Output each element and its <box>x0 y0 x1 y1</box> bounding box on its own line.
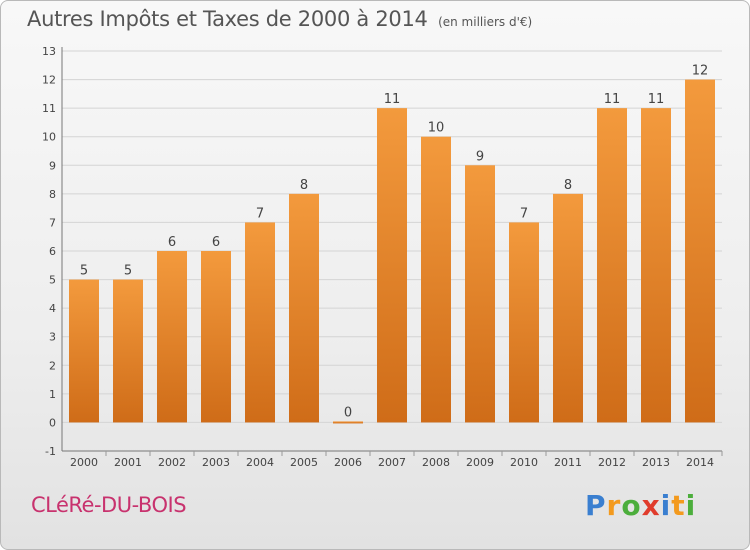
proxiti-logo: Proxiti <box>585 489 696 522</box>
data-label-2011: 8 <box>564 178 572 193</box>
data-label-2012: 11 <box>604 92 621 107</box>
chart-title: Autres Impôts et Taxes de 2000 à 2014 <box>27 7 428 31</box>
x-tick-label: 2006 <box>334 456 362 469</box>
logo-letter: o <box>621 489 642 522</box>
bar-2000 <box>69 279 99 423</box>
y-tick-label: 5 <box>49 274 56 287</box>
data-label-2000: 5 <box>80 264 88 279</box>
bar-2010 <box>509 222 539 423</box>
x-tick-label: 2012 <box>598 456 626 469</box>
bar-2006 <box>333 421 363 424</box>
y-tick-label: 13 <box>42 45 56 58</box>
x-tick-label: 2009 <box>466 456 494 469</box>
x-tick-label: 2001 <box>114 456 142 469</box>
bar-2012 <box>597 108 627 423</box>
data-label-2002: 6 <box>168 235 176 250</box>
data-label-2005: 8 <box>300 178 308 193</box>
logo-letter: t <box>671 489 686 522</box>
x-tick-label: 2010 <box>510 456 538 469</box>
data-label-2013: 11 <box>648 92 665 107</box>
bar-2002 <box>157 251 187 423</box>
data-label-2003: 6 <box>212 235 220 250</box>
x-tick-label: 2008 <box>422 456 450 469</box>
y-tick-label: 12 <box>42 74 56 87</box>
data-label-2004: 7 <box>256 206 264 221</box>
y-tick-label: 10 <box>42 131 56 144</box>
data-label-2009: 9 <box>476 149 484 164</box>
y-tick-label: 9 <box>49 159 56 172</box>
x-tick-label: 2002 <box>158 456 186 469</box>
logo-letter: i <box>660 489 672 522</box>
chart-subtitle: (en milliers d'€) <box>438 15 533 29</box>
bar-2005 <box>289 193 319 423</box>
logo-letter: i <box>685 489 697 522</box>
y-tick-label: 8 <box>49 188 56 201</box>
title-block: Autres Impôts et Taxes de 2000 à 2014 (e… <box>27 7 532 31</box>
x-tick-label: 2014 <box>686 456 714 469</box>
y-tick-label: 4 <box>49 302 56 315</box>
y-tick-label: 7 <box>49 216 56 229</box>
y-tick-label: -1 <box>45 445 56 458</box>
x-tick-label: 2005 <box>290 456 318 469</box>
data-label-2010: 7 <box>520 206 528 221</box>
logo-letter: P <box>585 489 607 522</box>
x-tick-label: 2003 <box>202 456 230 469</box>
bar-2003 <box>201 251 231 423</box>
x-tick-label: 2000 <box>70 456 98 469</box>
logo-letter: x <box>641 489 661 522</box>
logo-letter: r <box>606 489 622 522</box>
data-label-2008: 10 <box>428 121 445 136</box>
y-tick-label: 1 <box>49 388 56 401</box>
commune-name: CLéRé-DU-BOIS <box>31 493 187 517</box>
y-tick-label: 11 <box>42 102 56 115</box>
bar-2008 <box>421 136 451 423</box>
data-label-2001: 5 <box>124 264 132 279</box>
bar-2001 <box>113 279 143 423</box>
bar-2004 <box>245 222 275 423</box>
x-tick-label: 2007 <box>378 456 406 469</box>
data-labels: 5 5 6 6 7 8 0 11 10 9 7 8 11 11 12 <box>80 64 708 421</box>
bars <box>69 79 715 424</box>
bar-2013 <box>641 108 671 423</box>
x-tick-label: 2011 <box>554 456 582 469</box>
y-tick-label: 3 <box>49 331 56 344</box>
y-tick-label: 2 <box>49 359 56 372</box>
data-label-2014: 12 <box>692 64 709 79</box>
data-label-2007: 11 <box>384 92 401 107</box>
x-tick-label: 2013 <box>642 456 670 469</box>
bar-2014 <box>685 79 715 423</box>
x-tick-label: 2004 <box>246 456 274 469</box>
y-tick-label: 0 <box>49 416 56 429</box>
bar-2007 <box>377 108 407 423</box>
y-tick-label: 6 <box>49 245 56 258</box>
bar-2011 <box>553 193 583 423</box>
data-label-2006: 0 <box>344 405 352 420</box>
bar-2009 <box>465 165 495 423</box>
